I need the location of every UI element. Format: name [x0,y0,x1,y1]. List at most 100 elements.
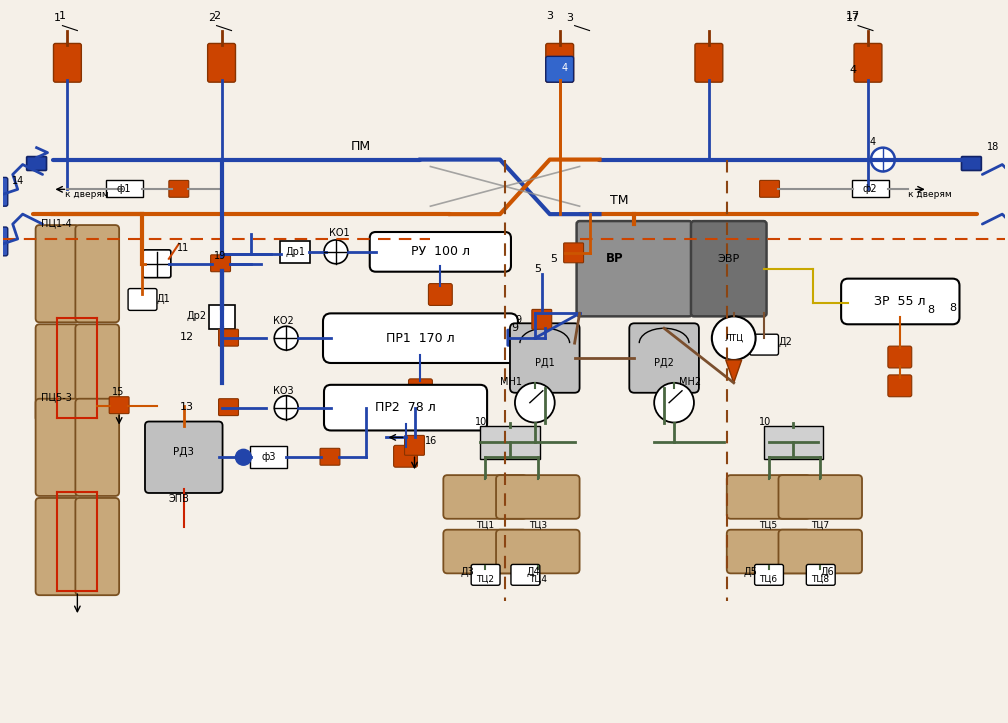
Text: к дверям: к дверям [908,190,952,200]
Text: ф2: ф2 [863,184,877,194]
FancyBboxPatch shape [629,323,699,393]
Text: ПЦ5-3: ПЦ5-3 [40,393,72,403]
FancyBboxPatch shape [695,43,723,82]
Text: РД1: РД1 [535,358,554,368]
Text: КО2: КО2 [273,316,294,326]
Circle shape [324,240,348,264]
Text: ЛТЦ: ЛТЦ [724,334,743,343]
FancyBboxPatch shape [496,475,580,519]
FancyBboxPatch shape [962,157,982,171]
Text: 16: 16 [425,437,437,446]
FancyBboxPatch shape [510,323,580,393]
FancyBboxPatch shape [393,445,417,467]
Text: 4: 4 [850,65,857,75]
Text: ПЦ1-4: ПЦ1-4 [40,218,72,228]
Text: 2: 2 [208,12,215,22]
Circle shape [274,326,298,350]
Text: 14: 14 [11,176,24,187]
FancyBboxPatch shape [324,385,487,430]
FancyBboxPatch shape [727,530,810,573]
FancyBboxPatch shape [0,177,8,206]
FancyBboxPatch shape [0,227,8,256]
Circle shape [712,317,756,360]
FancyBboxPatch shape [35,225,80,322]
FancyBboxPatch shape [841,278,960,325]
FancyBboxPatch shape [545,43,574,82]
Text: КО1: КО1 [329,228,350,238]
Text: Д5: Д5 [744,568,758,578]
FancyBboxPatch shape [76,325,119,422]
Text: ТЦ1: ТЦ1 [476,521,494,529]
FancyBboxPatch shape [444,475,527,519]
Circle shape [654,383,694,422]
Text: ВР: ВР [606,252,623,265]
Text: 8: 8 [927,305,934,315]
FancyBboxPatch shape [169,181,188,197]
Text: ТЦ4: ТЦ4 [529,575,546,583]
Text: РД3: РД3 [173,448,195,458]
Text: 17: 17 [846,11,860,21]
FancyBboxPatch shape [323,313,518,363]
FancyBboxPatch shape [545,56,574,82]
Text: ТЦ2: ТЦ2 [476,575,494,583]
FancyBboxPatch shape [750,334,778,355]
Text: ТЦ8: ТЦ8 [811,575,830,583]
Text: ТЦ7: ТЦ7 [811,521,830,529]
FancyBboxPatch shape [778,475,862,519]
Text: 3: 3 [546,11,553,21]
FancyBboxPatch shape [532,309,551,329]
FancyBboxPatch shape [250,446,287,469]
FancyBboxPatch shape [219,398,239,416]
Text: 5: 5 [549,254,556,264]
FancyBboxPatch shape [764,426,824,459]
FancyBboxPatch shape [690,221,766,317]
FancyBboxPatch shape [496,530,580,573]
Text: Д6: Д6 [821,568,834,578]
Text: ф3: ф3 [261,453,275,462]
FancyBboxPatch shape [106,181,143,197]
Polygon shape [726,360,742,383]
Text: КО3: КО3 [273,386,294,395]
FancyBboxPatch shape [370,232,511,272]
FancyBboxPatch shape [208,43,236,82]
Text: Д3: Д3 [461,568,474,578]
Text: 2: 2 [213,11,220,21]
FancyBboxPatch shape [76,398,119,496]
Text: 10: 10 [475,416,488,427]
FancyBboxPatch shape [211,254,231,272]
FancyBboxPatch shape [145,422,223,493]
FancyBboxPatch shape [852,181,889,197]
FancyBboxPatch shape [888,375,912,397]
Text: 18: 18 [987,142,1000,152]
Text: 15: 15 [112,387,125,397]
Circle shape [515,383,554,422]
FancyBboxPatch shape [888,346,912,368]
FancyBboxPatch shape [854,43,882,82]
FancyBboxPatch shape [76,498,119,595]
FancyBboxPatch shape [280,241,310,262]
Text: ТЦ5: ТЦ5 [759,521,777,529]
Text: ПМ: ПМ [351,140,371,153]
Text: 11: 11 [176,243,190,253]
Text: ТЦ6: ТЦ6 [759,575,777,583]
Text: 10: 10 [759,416,771,427]
Text: Др1: Др1 [285,247,305,257]
Text: 8: 8 [949,304,956,313]
FancyBboxPatch shape [76,225,119,322]
FancyBboxPatch shape [219,329,239,346]
Text: Д4: Д4 [527,568,540,578]
FancyBboxPatch shape [778,530,862,573]
FancyBboxPatch shape [563,243,584,262]
Text: Д1: Д1 [157,294,170,304]
FancyBboxPatch shape [35,325,80,422]
FancyBboxPatch shape [507,329,524,346]
FancyBboxPatch shape [806,565,836,585]
FancyBboxPatch shape [760,181,779,197]
FancyBboxPatch shape [128,288,157,310]
Text: ЭВР: ЭВР [718,254,740,264]
Text: ф1: ф1 [117,184,131,194]
FancyBboxPatch shape [109,397,129,414]
Text: к дверям: к дверям [66,190,109,200]
FancyBboxPatch shape [209,305,236,329]
FancyBboxPatch shape [511,565,540,585]
